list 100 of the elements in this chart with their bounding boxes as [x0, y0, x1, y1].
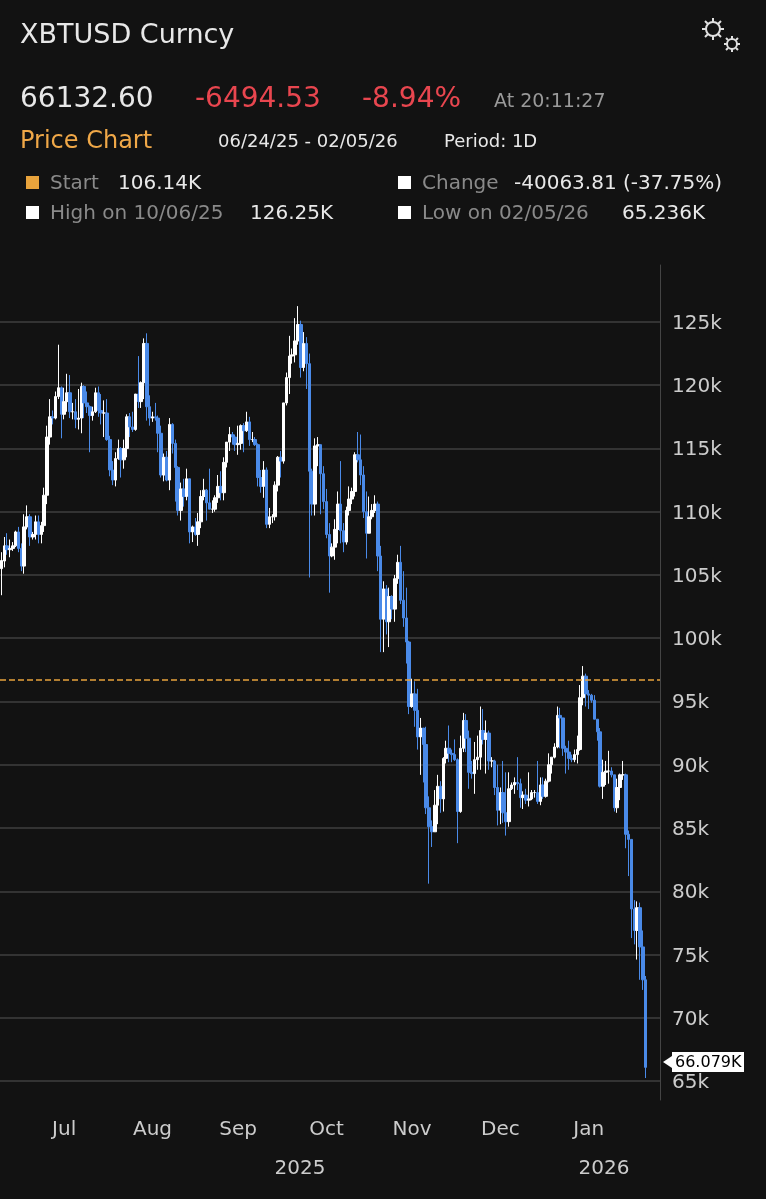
text: 66132.60 — [20, 81, 154, 114]
candlestick — [5, 532, 9, 556]
candlestick — [419, 717, 422, 776]
candlestick — [188, 478, 191, 544]
candlestick — [82, 384, 86, 419]
candlestick — [179, 482, 183, 522]
candlestick — [248, 416, 251, 447]
y-tick-label: 120k — [672, 373, 723, 398]
candlestick — [194, 517, 197, 537]
candlestick — [71, 402, 74, 420]
candlestick — [8, 539, 12, 558]
candlestick — [245, 411, 248, 433]
candlestick — [14, 530, 17, 548]
candlestick — [37, 515, 40, 544]
candlestick — [496, 764, 499, 826]
text: -6494.53 — [195, 81, 321, 114]
x-tick-label: Sep — [219, 1116, 257, 1140]
candlestick — [410, 678, 414, 709]
chart-subtitle: Price Chart — [20, 126, 153, 154]
candlestick — [507, 771, 511, 828]
candlestick — [601, 759, 605, 800]
candlestick — [60, 385, 63, 439]
candlestick — [51, 409, 54, 425]
x-tick-label: Aug — [133, 1116, 173, 1140]
y-tick-label: 110k — [672, 499, 723, 524]
candlestick — [168, 417, 171, 491]
candlestick — [319, 444, 322, 515]
text: Change — [422, 170, 499, 194]
candlestick — [233, 434, 237, 452]
text: Low on 02/05/26 — [422, 200, 589, 224]
candlestick — [262, 460, 265, 499]
text: 06/24/25 - 02/05/26 — [218, 130, 398, 151]
text: 106.14K — [118, 170, 202, 194]
candlestick — [128, 412, 131, 438]
y-tick-label: 85k — [672, 815, 710, 840]
candlestick — [387, 587, 391, 648]
candlestick — [242, 422, 246, 453]
candlestick — [151, 411, 154, 423]
candlestick — [584, 673, 588, 708]
y-tick-label: 125k — [672, 309, 723, 334]
text: -40063.81 (-37.75%) — [514, 170, 723, 194]
candlestick — [302, 331, 305, 372]
text: Period: 1D — [444, 130, 538, 151]
chart-title: XBTUSD Curncy — [20, 18, 235, 49]
candlestick — [236, 425, 240, 456]
candlestick — [313, 437, 317, 516]
candlestick — [137, 355, 140, 409]
y-tick-label: 80k — [672, 879, 710, 904]
text: 65.236K — [622, 200, 706, 224]
candlestick — [182, 478, 186, 508]
candlestick — [479, 706, 482, 771]
x-tick-label: Nov — [392, 1116, 432, 1140]
x-tick-label: Jul — [50, 1116, 77, 1140]
candlestick — [439, 780, 442, 814]
candlestick — [185, 468, 188, 501]
candlestick — [80, 382, 83, 434]
candlestick — [191, 525, 194, 543]
candlestick — [447, 725, 451, 763]
candlestick — [119, 446, 123, 479]
candlestick — [487, 730, 491, 771]
x-tick-label: Dec — [480, 1116, 520, 1140]
y-tick-label: 100k — [672, 626, 723, 651]
candlestick — [74, 398, 77, 429]
candlestick — [607, 750, 610, 785]
candlestick — [219, 470, 223, 501]
candlestick — [265, 466, 268, 529]
candlestick — [484, 719, 488, 775]
candlestick — [615, 778, 619, 814]
text: Start — [50, 170, 99, 194]
candlestick — [28, 513, 32, 547]
y-tick-label: 75k — [672, 942, 710, 967]
candlestick — [382, 580, 385, 653]
candlestick — [527, 771, 531, 807]
candlestick — [513, 776, 516, 795]
candlestick — [481, 708, 485, 745]
candlestick — [68, 374, 72, 419]
candlestick — [145, 332, 149, 422]
text: 2026 — [578, 1155, 630, 1179]
x-tick-label: Jan — [571, 1116, 605, 1140]
candlestick — [34, 515, 37, 541]
candlestick — [536, 760, 539, 805]
candlestick — [279, 450, 283, 479]
candlestick — [131, 411, 134, 433]
candlestick — [239, 423, 243, 451]
y-tick-label: 105k — [672, 562, 723, 587]
candlestick — [102, 399, 106, 438]
text: 126.25K — [250, 200, 334, 224]
x-tick-label: Oct — [309, 1116, 344, 1140]
text: 2025 — [274, 1155, 326, 1179]
text: High on 10/06/25 — [50, 200, 224, 224]
y-tick-label: 95k — [672, 689, 710, 714]
annotation: 66.079K — [672, 1052, 745, 1073]
text: At 20:11:27 — [494, 89, 606, 111]
text: -8.94% — [362, 81, 462, 114]
candlestick — [268, 507, 271, 529]
y-tick-label: 70k — [672, 1005, 710, 1030]
candlestick — [524, 788, 528, 805]
y-tick-label: 115k — [672, 436, 723, 461]
y-tick-label: 90k — [672, 752, 710, 777]
candlestick — [521, 790, 525, 810]
